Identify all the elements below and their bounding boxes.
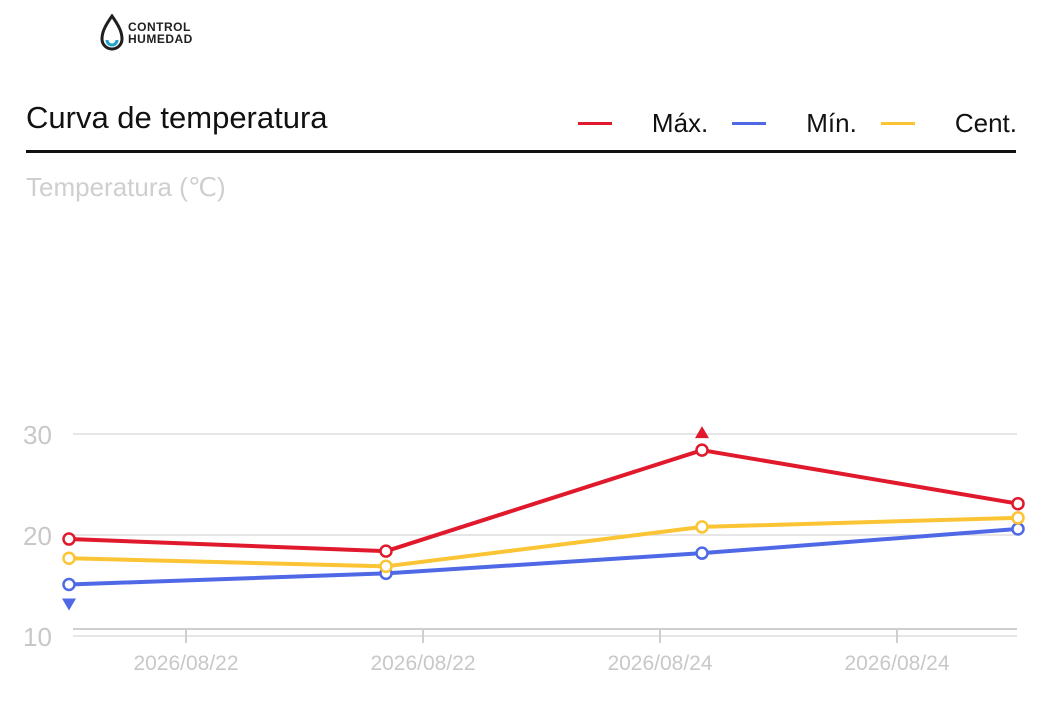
legend-swatch-min [732,122,767,125]
legend-swatch-max [577,122,612,125]
y-axis-label: Temperatura (℃) [26,172,226,202]
y-tick-label-10: 10 [23,622,52,652]
title-divider [26,150,1016,153]
water-drop-icon [100,14,124,51]
x-tick-label-1: 2026/08/22 [370,652,475,675]
data-point-min-0 [62,577,76,592]
logo-line-2: HUMEDAD [128,32,193,46]
data-point-cent-2 [695,520,709,534]
legend-label-min: Mín. [806,108,857,138]
series-line-cent [67,515,1020,569]
legend-item-max[interactable]: Máx. [577,108,709,139]
x-tick-label-0: 2026/08/22 [133,652,238,675]
legend-swatch-cent [880,122,915,125]
brand-logo: CONTROL HUMEDAD [100,14,193,52]
data-point-cent-3 [1011,511,1025,525]
data-point-max-0 [62,532,76,546]
x-tick-label-2: 2026/08/24 [607,652,712,675]
y-tick-label-20: 20 [23,521,52,551]
data-point-cent-1 [379,559,393,574]
data-point-max-3 [1011,496,1025,511]
series-line-min [67,526,1020,587]
data-point-min-2 [695,546,709,560]
legend-item-min[interactable]: Mín. [732,108,857,139]
legend-item-cent[interactable]: Cent. [880,108,1017,139]
legend-label-cent: Cent. [954,108,1017,138]
data-point-max-2 [695,443,709,457]
series-line-max [67,448,1020,554]
legend-label-max: Máx. [651,108,709,138]
y-tick-label-30: 30 [23,420,52,450]
data-point-cent-0 [62,551,76,565]
min-marker-min [62,598,76,611]
data-point-min-3 [1011,522,1025,536]
chart-title: Curva de temperatura [26,100,328,135]
max-marker-max [695,426,709,439]
x-tick-label-3: 2026/08/24 [844,652,949,675]
logo-line-1: CONTROL [128,20,191,34]
data-point-max-1 [379,544,393,558]
chart-legend: Máx. Mín. Cent. [554,108,1017,139]
